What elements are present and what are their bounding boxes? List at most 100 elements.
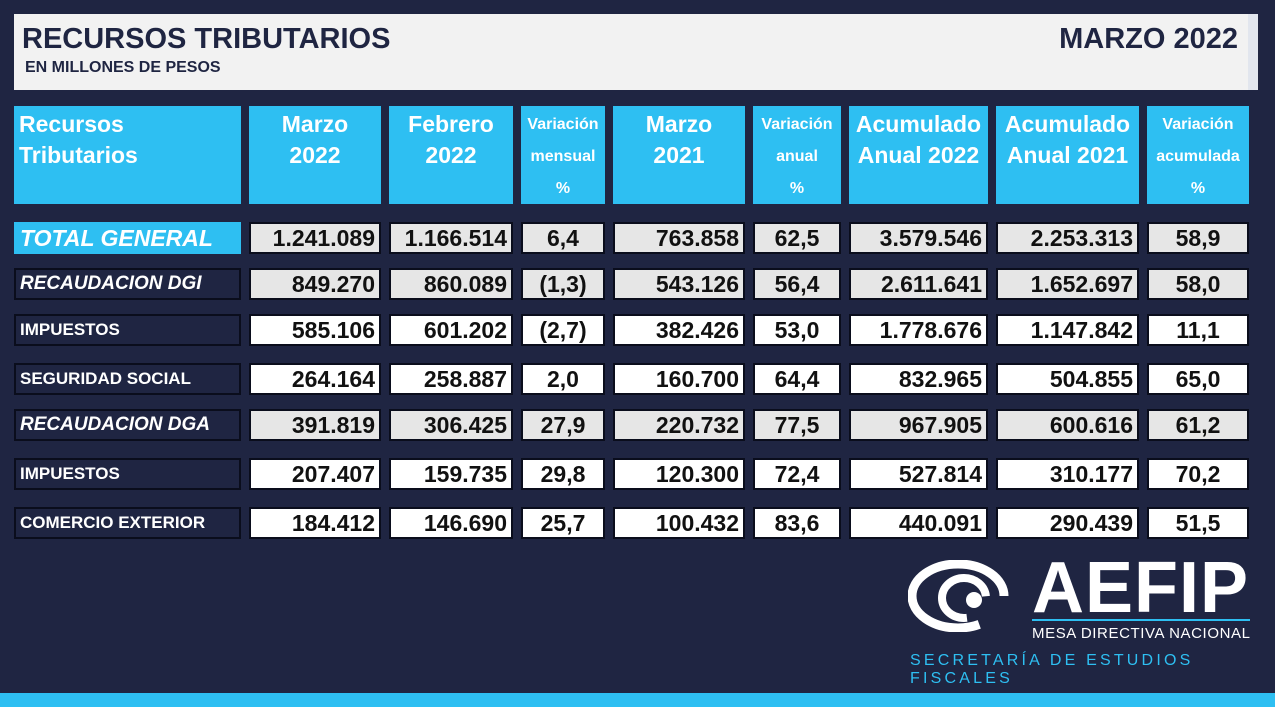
row-label-recaudacion-dga: RECAUDACION DGA (14, 409, 241, 441)
column-header-line1: Recursos (19, 111, 124, 137)
table-cell: 120.300 (613, 458, 745, 490)
table-cell: 27,9 (521, 409, 605, 441)
column-header-line1: Variación (761, 116, 833, 133)
table-cell: 25,7 (521, 507, 605, 539)
column-header-line3: % (1190, 180, 1206, 197)
report-header: RECURSOS TRIBUTARIOS EN MILLONES DE PESO… (14, 14, 1258, 90)
logo-line1: MESA DIRECTIVA NACIONAL (1032, 625, 1251, 642)
logo-name: AEFIP (1032, 548, 1250, 628)
table-cell: 6,4 (521, 222, 605, 254)
report-title: RECURSOS TRIBUTARIOS (22, 23, 391, 55)
table-cell: 1.166.514 (389, 222, 513, 254)
table-cell: 264.164 (249, 363, 381, 395)
report-subtitle: EN MILLONES DE PESOS (25, 59, 221, 76)
table-cell: 527.814 (849, 458, 988, 490)
row-label-impuestos-dga: IMPUESTOS (14, 458, 241, 490)
column-header-line1: Acumulado (1004, 111, 1131, 137)
bottom-bar (0, 693, 1275, 707)
column-header-acumulado-2021: Acumulado Anual 2021 (996, 106, 1139, 204)
table-cell: 146.690 (389, 507, 513, 539)
logo-line2: SECRETARÍA DE ESTUDIOS FISCALES (910, 652, 1194, 687)
table-cell: 58,0 (1147, 268, 1249, 300)
table-cell: 543.126 (613, 268, 745, 300)
report-period: MARZO 2022 (1059, 23, 1238, 55)
table-cell: 2,0 (521, 363, 605, 395)
table-cell: 11,1 (1147, 314, 1249, 346)
row-label-recaudacion-dgi: RECAUDACION DGI (14, 268, 241, 300)
table-cell: 763.858 (613, 222, 745, 254)
column-header-line2: 2021 (653, 142, 705, 168)
table-cell: 290.439 (996, 507, 1139, 539)
logo-divider (1032, 619, 1250, 621)
column-header-line2: 2022 (425, 142, 477, 168)
table-cell: 53,0 (753, 314, 841, 346)
column-header-variacion-mensual: Variación mensual % (521, 106, 605, 204)
table-cell: 3.579.546 (849, 222, 988, 254)
table-cell: 849.270 (249, 268, 381, 300)
table-cell: 207.407 (249, 458, 381, 490)
table-cell: 258.887 (389, 363, 513, 395)
table-cell: 440.091 (849, 507, 988, 539)
table-cell: 70,2 (1147, 458, 1249, 490)
row-label-seguridad-social: SEGURIDAD SOCIAL (14, 363, 241, 395)
column-header-line2: 2022 (289, 142, 341, 168)
table-cell: 61,2 (1147, 409, 1249, 441)
table-cell: 382.426 (613, 314, 745, 346)
table-cell: 585.106 (249, 314, 381, 346)
column-header-variacion-anual: Variación anual % (753, 106, 841, 204)
table-cell: 1.652.697 (996, 268, 1139, 300)
table-cell: 306.425 (389, 409, 513, 441)
table-cell: 83,6 (753, 507, 841, 539)
column-header-recursos: Recursos Tributarios (14, 106, 241, 204)
table-cell: 64,4 (753, 363, 841, 395)
table-cell: 62,5 (753, 222, 841, 254)
column-header-line2: Tributarios (19, 142, 138, 168)
table-cell: 1.241.089 (249, 222, 381, 254)
table-cell: 310.177 (996, 458, 1139, 490)
column-header-line2: Anual 2021 (1006, 142, 1129, 168)
column-header-febrero-2022: Febrero 2022 (389, 106, 513, 204)
table-cell: 391.819 (249, 409, 381, 441)
column-header-line1: Variación (1162, 116, 1234, 133)
table-cell: 100.432 (613, 507, 745, 539)
column-header-marzo-2022: Marzo 2022 (249, 106, 381, 204)
column-header-line2: mensual (530, 148, 596, 165)
column-header-line2: acumulada (1156, 148, 1240, 165)
table-cell: 77,5 (753, 409, 841, 441)
column-header-line1: Acumulado (855, 111, 982, 137)
column-header-line2: Anual 2022 (857, 142, 980, 168)
table-cell: 832.965 (849, 363, 988, 395)
column-header-line1: Marzo (645, 111, 713, 137)
table-cell: 967.905 (849, 409, 988, 441)
table-cell: 600.616 (996, 409, 1139, 441)
row-label-total-general: TOTAL GENERAL (14, 222, 241, 254)
column-header-acumulado-2022: Acumulado Anual 2022 (849, 106, 988, 204)
table-cell: 51,5 (1147, 507, 1249, 539)
column-header-line3: % (555, 180, 571, 197)
table-cell: 58,9 (1147, 222, 1249, 254)
table-cell: 159.735 (389, 458, 513, 490)
aefip-logo-icon (908, 560, 1009, 632)
table-cell: 56,4 (753, 268, 841, 300)
table-cell: 860.089 (389, 268, 513, 300)
table-cell: 65,0 (1147, 363, 1249, 395)
table-cell: (2,7) (521, 314, 605, 346)
column-header-line1: Variación (527, 116, 599, 133)
row-label-impuestos-dgi: IMPUESTOS (14, 314, 241, 346)
table-cell: 29,8 (521, 458, 605, 490)
table-cell: 184.412 (249, 507, 381, 539)
column-header-line1: Febrero (408, 111, 494, 137)
row-label-comercio-exterior: COMERCIO EXTERIOR (14, 507, 241, 539)
table-cell: (1,3) (521, 268, 605, 300)
table-cell: 2.253.313 (996, 222, 1139, 254)
table-cell: 601.202 (389, 314, 513, 346)
table-cell: 1.778.676 (849, 314, 988, 346)
table-cell: 160.700 (613, 363, 745, 395)
table-cell: 72,4 (753, 458, 841, 490)
column-header-line2: anual (776, 148, 818, 165)
column-header-line3: % (789, 180, 805, 197)
table-cell: 220.732 (613, 409, 745, 441)
table-cell: 2.611.641 (849, 268, 988, 300)
table-cell: 1.147.842 (996, 314, 1139, 346)
column-header-variacion-acumulada: Variación acumulada % (1147, 106, 1249, 204)
